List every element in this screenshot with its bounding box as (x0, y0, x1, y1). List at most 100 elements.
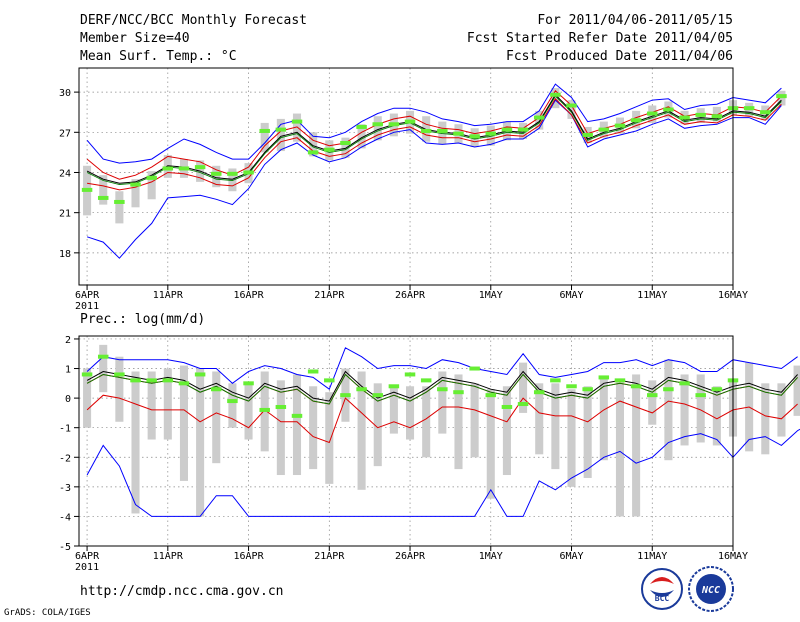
prec-marker-0 (81, 372, 93, 377)
prec-ytick-label-4: -1 (59, 424, 71, 435)
bcc-logo-swirl-blue (650, 590, 674, 597)
temp-ytick-label-3: 27 (59, 128, 71, 139)
prec-range-bar-36 (664, 359, 673, 461)
prec-xtick-label-1: 11APR (153, 551, 184, 562)
prec-ytick-label-7: 2 (65, 335, 71, 346)
prec-xtick-label-5: 1MAY (479, 551, 503, 562)
temp-marker-39 (711, 114, 723, 119)
prec-marker-26 (501, 404, 513, 409)
prec-line-ensemble-mean (86, 370, 798, 402)
prec-range-bar-38 (696, 374, 705, 443)
temp-xtick-label-1: 11APR (153, 290, 184, 301)
temp-marker-36 (663, 107, 674, 112)
temp-line-lower-spread (87, 97, 782, 191)
temp-marker-42 (760, 110, 771, 115)
temp-marker-41 (743, 106, 755, 111)
temp-ytick-label-0: 18 (59, 249, 71, 260)
prec-marker-19 (388, 384, 400, 389)
prec-marker-2 (114, 372, 125, 377)
temp-range-bar-14 (309, 132, 318, 157)
temp-marker-6 (178, 166, 190, 171)
prec-range-bar-1 (99, 344, 108, 393)
precip-title: Prec.: log(mm/d) (80, 312, 205, 327)
prec-marker-32 (598, 375, 610, 380)
prec-ytick-label-6: 1 (65, 365, 71, 376)
prec-marker-8 (211, 387, 222, 392)
temp-xtick-label-2: 16APR (234, 290, 265, 301)
temp-range-bar-16 (341, 137, 350, 158)
temp-range-bar-17 (357, 124, 366, 149)
prec-xtick-year-0: 2011 (75, 562, 99, 573)
prec-marker-16 (340, 393, 351, 398)
prec-range-bar-21 (422, 386, 431, 458)
prec-marker-15 (324, 378, 335, 383)
prec-marker-37 (679, 381, 690, 386)
temp-marker-25 (485, 131, 497, 136)
temp-range-bar-5 (163, 155, 172, 178)
temp-marker-19 (388, 122, 400, 127)
temp-range-bar-4 (147, 171, 156, 200)
prec-marker-33 (614, 378, 626, 383)
prec-marker-29 (550, 378, 561, 383)
prec-marker-17 (356, 387, 367, 392)
temp-marker-32 (598, 127, 610, 132)
prec-range-bar-32 (599, 377, 608, 461)
temp-xtick-label-4: 26APR (395, 290, 426, 301)
prec-marker-14 (307, 369, 319, 374)
source-url[interactable]: http://cmdp.ncc.cma.gov.cn (80, 584, 284, 599)
prec-range-bar-26 (502, 386, 511, 476)
chart-title: DERF/NCC/BCC Monthly Forecast (80, 13, 307, 28)
temp-marker-35 (647, 111, 658, 116)
temp-range-bar-30 (567, 100, 576, 119)
prec-range-bar-2 (115, 356, 124, 422)
prec-range-bar-0 (83, 368, 92, 428)
prec-plot-frame (78, 335, 734, 547)
prec-marker-6 (178, 381, 190, 386)
prec-range-bar-29 (551, 383, 560, 470)
prec-range-bar-24 (470, 383, 479, 458)
prec-range-bar-27 (519, 362, 528, 413)
prec-marker-23 (453, 390, 464, 395)
prec-marker-9 (227, 399, 238, 404)
prec-range-bar-28 (535, 383, 544, 455)
temp-ytick-label-2: 24 (59, 168, 71, 179)
temp-range-bar-18 (373, 116, 382, 141)
temp-xtick-label-7: 11MAY (637, 290, 667, 301)
temp-marker-4 (146, 175, 157, 180)
bcc-logo-ring (641, 568, 683, 610)
temp-plot-frame (78, 67, 734, 286)
temp-marker-34 (630, 118, 642, 123)
bcc-logo: BCC (641, 568, 683, 610)
prec-range-bar-43 (777, 383, 786, 437)
prec-ytick-label-2: -3 (59, 483, 71, 494)
prec-range-bar-34 (632, 374, 641, 517)
prec-marker-18 (372, 393, 383, 398)
prec-range-bar-37 (680, 374, 689, 446)
temp-marker-37 (679, 115, 690, 120)
prec-range-bar-31 (583, 386, 592, 478)
prec-range-bar-22 (438, 371, 447, 434)
prec-marker-38 (695, 393, 706, 398)
temp-marker-9 (227, 171, 238, 176)
prec-marker-11 (259, 407, 270, 412)
temp-range-bar-2 (115, 191, 124, 224)
prec-xtick-label-0: 6APR (75, 551, 100, 562)
temp-marker-0 (81, 187, 93, 192)
prec-marker-24 (469, 366, 480, 371)
temp-range-bar-43 (777, 90, 786, 106)
forecast-period: For 2011/04/06-2011/05/15 (537, 13, 733, 28)
temp-line-ensemble-mean (86, 93, 782, 184)
prec-marker-27 (517, 402, 529, 407)
prec-range-bar-20 (406, 386, 415, 440)
temp-marker-22 (437, 128, 448, 133)
temp-marker-31 (582, 132, 593, 137)
temp-xtick-label-5: 1MAY (479, 290, 503, 301)
temp-marker-21 (420, 128, 432, 133)
prec-range-bar-12 (276, 380, 285, 476)
prec-marker-13 (291, 413, 303, 418)
temp-marker-13 (291, 119, 303, 124)
prec-marker-20 (404, 372, 416, 377)
prec-range-bar-42 (761, 383, 770, 455)
